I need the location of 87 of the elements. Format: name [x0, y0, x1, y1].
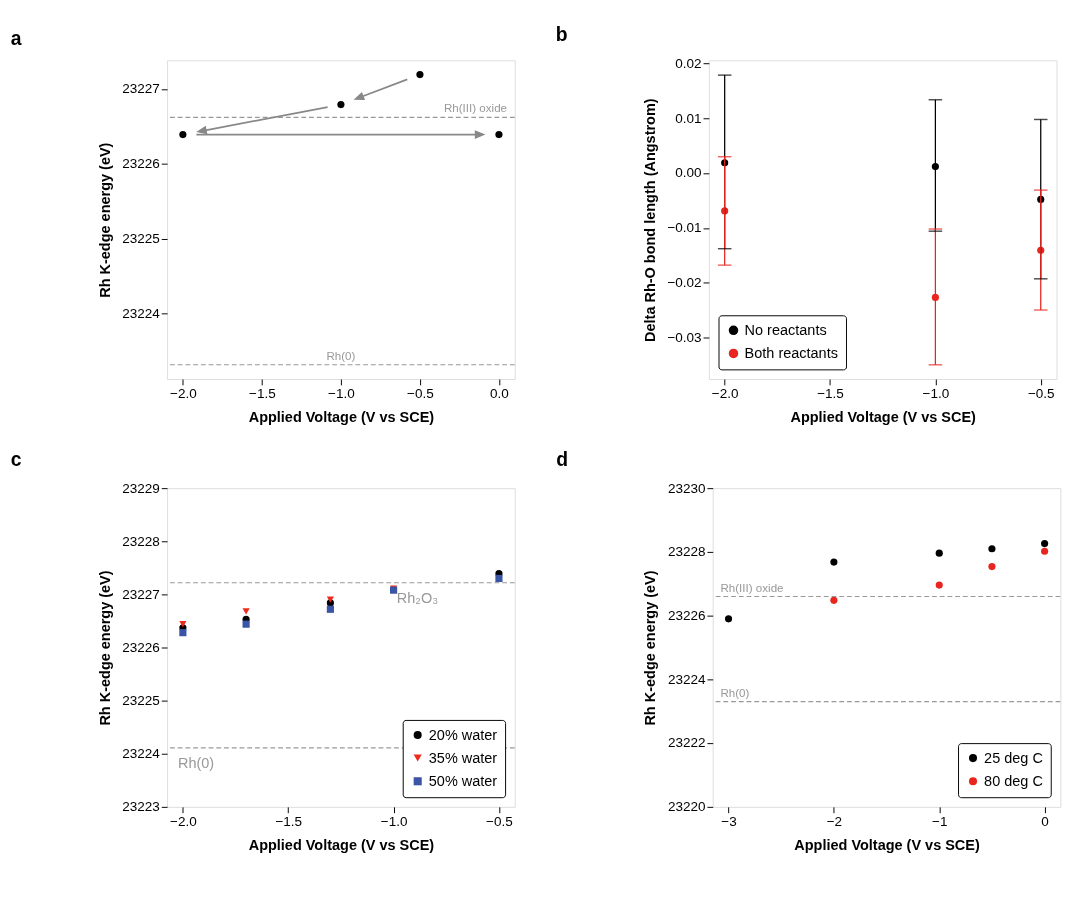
y-tick-label: 23220 — [667, 799, 706, 815]
x-tick-label: −1.5 — [249, 385, 276, 401]
point — [1041, 540, 1049, 548]
x-tick-label: −3 — [721, 813, 737, 829]
y-tick-label: 23226 — [667, 608, 706, 623]
x-tick-label: −0.5 — [407, 385, 434, 401]
y-axis-title: Delta Rh-O bond length (Angstrom) — [641, 98, 658, 342]
x-tick-label: 0 — [1041, 813, 1049, 829]
point — [179, 621, 187, 628]
point — [988, 545, 996, 553]
ref-line-label: Rh(III) oxide — [443, 102, 508, 115]
point — [931, 293, 939, 302]
legend-label: 25 deg C — [984, 749, 1043, 766]
y-tick-label: −0.03 — [667, 329, 702, 345]
x-tick-label: −1.0 — [922, 385, 950, 401]
y-tick-label: −0.02 — [667, 275, 702, 291]
x-tick-label: 0.0 — [490, 385, 509, 401]
point — [495, 131, 503, 139]
x-axis-title: Applied Voltage (V vs SCE) — [248, 836, 435, 853]
y-tick-label: 23227 — [122, 586, 160, 602]
ref-line-label: Rh(III) oxide — [720, 581, 784, 594]
point — [416, 71, 424, 79]
y-tick-label: 23228 — [122, 533, 160, 549]
y-tick-label: 23226 — [122, 639, 160, 655]
point — [935, 581, 943, 589]
x-tick-label: −1.0 — [328, 385, 355, 401]
y-tick-label: 23229 — [122, 480, 160, 496]
point — [242, 620, 250, 628]
y-tick-label: 23224 — [122, 746, 161, 762]
y-tick-label: 23225 — [122, 692, 160, 708]
y-tick-label: 23224 — [667, 671, 706, 687]
chart-title: a — [10, 27, 22, 49]
point — [326, 605, 334, 613]
point — [179, 629, 187, 637]
ref-line-label: Rh(0) — [177, 755, 215, 772]
legend-label: 50% water — [428, 773, 498, 790]
x-axis-title: Applied Voltage (V vs SCE) — [248, 409, 435, 426]
point — [179, 131, 187, 139]
legend-label: 35% water — [428, 749, 498, 766]
x-tick-label: −0.5 — [1027, 385, 1055, 401]
y-tick-label: −0.01 — [667, 220, 702, 236]
y-tick-label: 23230 — [667, 480, 706, 496]
point — [337, 101, 345, 109]
point — [931, 162, 939, 171]
point — [242, 608, 250, 615]
legend-label: 20% water — [428, 726, 498, 743]
x-axis-title: Applied Voltage (V vs SCE) — [794, 836, 980, 853]
y-tick-label: 23227 — [122, 81, 160, 97]
ref-line-label: Rh₂O₃ — [396, 590, 439, 606]
point — [988, 563, 996, 571]
y-tick-label: 23228 — [667, 544, 706, 560]
x-tick-label: −1.0 — [380, 813, 408, 829]
x-tick-label: −2.0 — [170, 385, 197, 401]
point — [724, 615, 733, 623]
legend-label: 80 deg C — [984, 773, 1043, 790]
y-tick-label: 23225 — [122, 231, 160, 247]
y-tick-label: 23222 — [667, 735, 706, 751]
x-tick-label: −2.0 — [170, 813, 197, 829]
y-axis-title: Rh K-edge energy (eV) — [642, 570, 659, 726]
point — [830, 558, 838, 566]
y-tick-label: 23226 — [122, 156, 160, 172]
ref-line-label: Rh(0) — [326, 349, 356, 362]
x-tick-label: −2 — [826, 813, 843, 829]
x-tick-label: −1.5 — [275, 813, 303, 829]
y-tick-label: 23223 — [122, 799, 160, 815]
point — [495, 574, 503, 583]
legend-label: Both reactants — [744, 345, 838, 362]
y-axis-title: Rh K-edge energy (eV) — [96, 142, 113, 298]
point — [326, 596, 334, 603]
ref-line-label: Rh(0) — [720, 686, 750, 699]
chart-title: b — [555, 24, 568, 46]
chart-title: d — [556, 448, 569, 470]
y-axis-title: Rh K-edge energy (eV) — [96, 570, 113, 726]
point — [830, 596, 838, 604]
y-tick-label: 0.00 — [675, 165, 702, 181]
chart-title: c — [10, 448, 22, 470]
y-tick-label: 23224 — [122, 306, 161, 322]
x-tick-label: −2.0 — [711, 385, 739, 401]
y-tick-label: 0.01 — [675, 110, 702, 126]
point — [1041, 547, 1049, 555]
x-tick-label: −1.5 — [817, 385, 844, 401]
point — [935, 549, 943, 557]
legend-label: No reactants — [744, 322, 827, 339]
x-tick-label: −0.5 — [486, 813, 513, 829]
x-tick-label: −1 — [932, 813, 948, 829]
y-tick-label: 0.02 — [675, 55, 702, 71]
x-axis-title: Applied Voltage (V vs SCE) — [790, 409, 977, 426]
